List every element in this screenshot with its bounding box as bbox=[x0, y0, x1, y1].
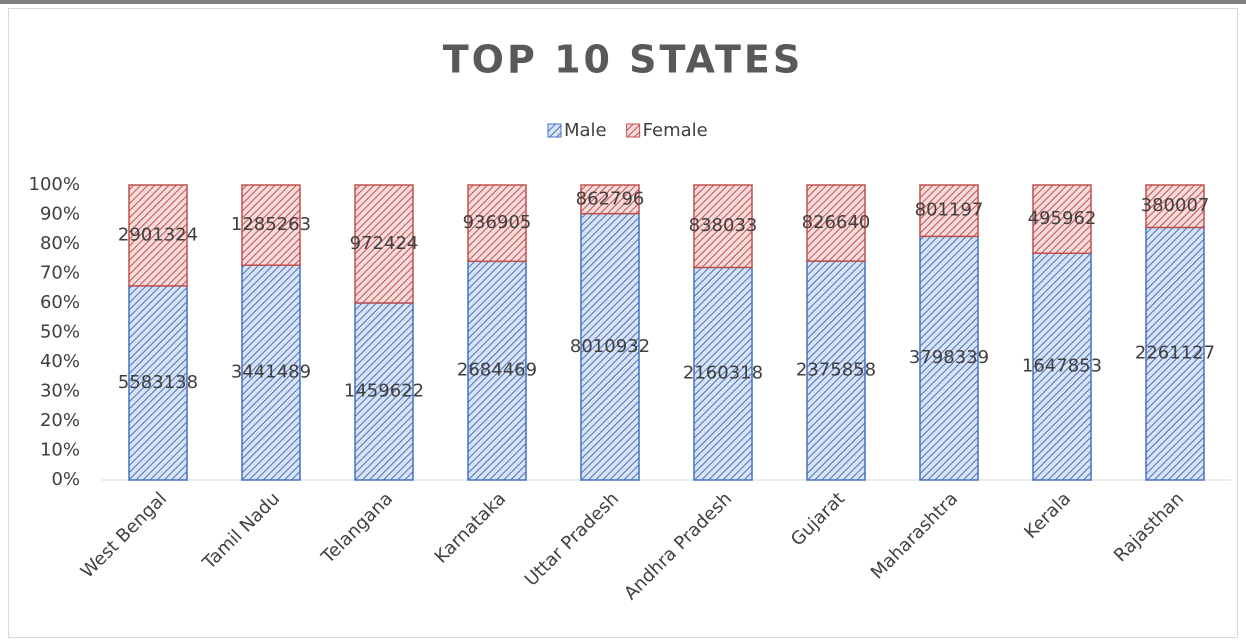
y-tick-label: 30% bbox=[40, 381, 80, 402]
data-label: 3798339 bbox=[909, 347, 989, 368]
bar-segment bbox=[241, 184, 301, 266]
y-tick-label: 50% bbox=[40, 322, 80, 343]
legend-swatch bbox=[547, 123, 562, 138]
y-tick-label: 60% bbox=[40, 292, 80, 313]
bar-segment bbox=[806, 260, 866, 481]
bar-segment bbox=[467, 260, 527, 481]
bar-segment bbox=[693, 266, 753, 481]
data-label: 2901324 bbox=[118, 224, 198, 245]
x-tick-label: Kerala bbox=[1020, 488, 1075, 543]
data-label: 3441489 bbox=[231, 362, 311, 383]
data-label: 936905 bbox=[463, 212, 532, 233]
y-tick-label: 70% bbox=[40, 263, 80, 284]
data-label: 801197 bbox=[915, 200, 984, 221]
x-tick-label: Andhra Pradesh bbox=[620, 488, 736, 604]
data-label: 5583138 bbox=[118, 372, 198, 393]
bar-segment bbox=[354, 184, 414, 304]
data-label: 1459622 bbox=[344, 380, 424, 401]
bar-segment bbox=[128, 285, 188, 481]
data-label: 1285263 bbox=[231, 214, 311, 235]
legend-swatch bbox=[626, 123, 641, 138]
bar-segment bbox=[693, 184, 753, 269]
legend-label: Female bbox=[643, 120, 708, 141]
bar-segment bbox=[919, 235, 979, 481]
data-label: 2160318 bbox=[683, 363, 763, 384]
y-tick-label: 80% bbox=[40, 233, 80, 254]
bar-segment bbox=[919, 184, 979, 238]
bar-segment bbox=[354, 302, 414, 481]
y-tick-label: 0% bbox=[51, 469, 80, 490]
chart-border bbox=[8, 8, 1238, 638]
bar-segment bbox=[128, 184, 188, 287]
x-tick-label: Uttar Pradesh bbox=[521, 488, 623, 590]
data-label: 2684469 bbox=[457, 360, 537, 381]
chart-title: TOP 10 STATES bbox=[443, 38, 803, 82]
y-tick-label: 20% bbox=[40, 410, 80, 431]
data-label: 862796 bbox=[576, 188, 645, 209]
data-label: 838033 bbox=[689, 215, 758, 236]
data-label: 380007 bbox=[1141, 195, 1210, 216]
y-tick-label: 10% bbox=[40, 440, 80, 461]
x-tick-label: Telangana bbox=[317, 488, 397, 568]
data-label: 826640 bbox=[802, 212, 871, 233]
data-label: 2261127 bbox=[1135, 343, 1215, 364]
bar-segment bbox=[1145, 184, 1205, 229]
x-tick-label: Tamil Nadu bbox=[198, 488, 284, 574]
legend-label: Male bbox=[564, 120, 607, 141]
bar-segment bbox=[580, 184, 640, 215]
x-tick-label: Karnataka bbox=[431, 488, 510, 567]
bar-segment bbox=[1032, 252, 1092, 481]
data-label: 972424 bbox=[350, 233, 419, 254]
bar-segment bbox=[1032, 184, 1092, 254]
top-bar bbox=[0, 0, 1246, 4]
data-label: 1647853 bbox=[1022, 356, 1102, 377]
bar-segment bbox=[467, 184, 527, 263]
y-tick-label: 40% bbox=[40, 351, 80, 372]
data-label: 8010932 bbox=[570, 336, 650, 357]
data-label: 2375858 bbox=[796, 360, 876, 381]
y-tick-label: 90% bbox=[40, 204, 80, 225]
x-tick-label: Maharashtra bbox=[867, 488, 962, 583]
data-label: 495962 bbox=[1028, 208, 1097, 229]
x-tick-label: West Bengal bbox=[77, 488, 171, 582]
x-tick-label: Gujarat bbox=[787, 488, 849, 550]
x-tick-label: Rajasthan bbox=[1110, 488, 1188, 566]
y-tick-label: 100% bbox=[29, 174, 80, 195]
bar-segment bbox=[241, 264, 301, 481]
bar-segment bbox=[806, 184, 866, 262]
